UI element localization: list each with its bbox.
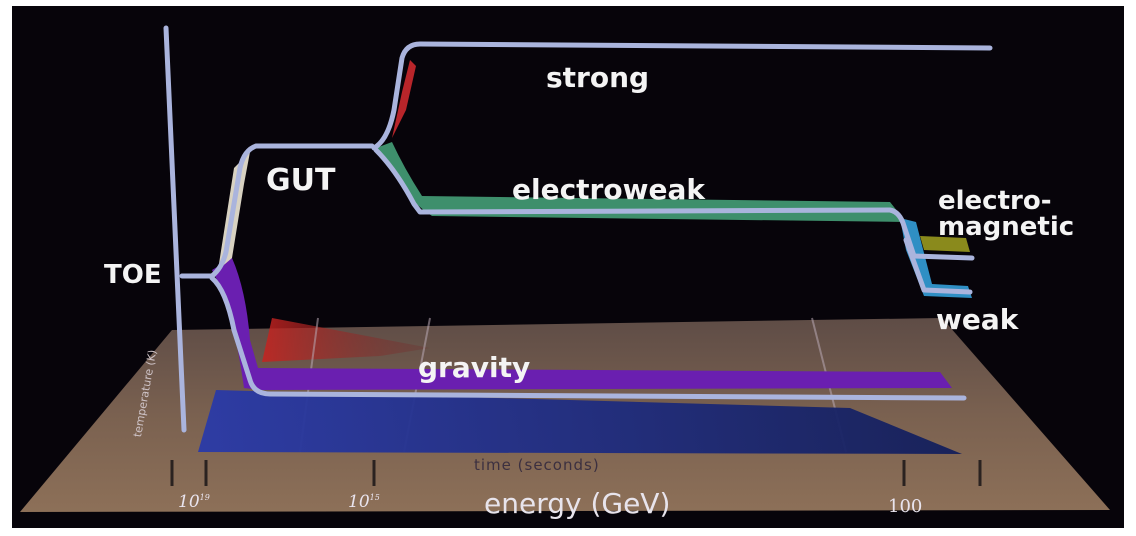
gravity-floor-band [198,390,962,454]
electroweak-line [373,147,975,261]
gravity-line [209,275,967,401]
electromagnetic-label-line2: magnetic [938,212,1075,242]
strong-label: strong [546,61,650,94]
toe-gut-line [179,143,375,279]
gravity-ribbon [212,258,952,390]
weak-line [903,237,973,295]
weak-label: weak [936,303,1019,336]
electroweak-label: electroweak [512,173,705,206]
energy-tick-100: 100 [888,496,923,517]
strong-line [371,41,993,151]
energy-tick-1e19: 1019 [178,492,210,512]
vertical-axis [163,25,187,433]
gut-label: GUT [266,163,336,198]
time-axis-label: time (seconds) [474,456,600,474]
axis-ticks [170,460,982,486]
energy-axis-label: energy (GeV) [484,487,671,520]
toe-label: TOE [104,260,162,290]
electromagnetic-label-line1: electro- [938,186,1052,216]
electromagnetic-ribbon [920,236,970,252]
gravity-label: gravity [418,351,531,384]
strong-ribbon [392,60,416,138]
energy-tick-1e15: 1015 [348,492,380,512]
strong-floor-wedge [262,318,430,362]
electroweak-ribbon [376,142,906,222]
